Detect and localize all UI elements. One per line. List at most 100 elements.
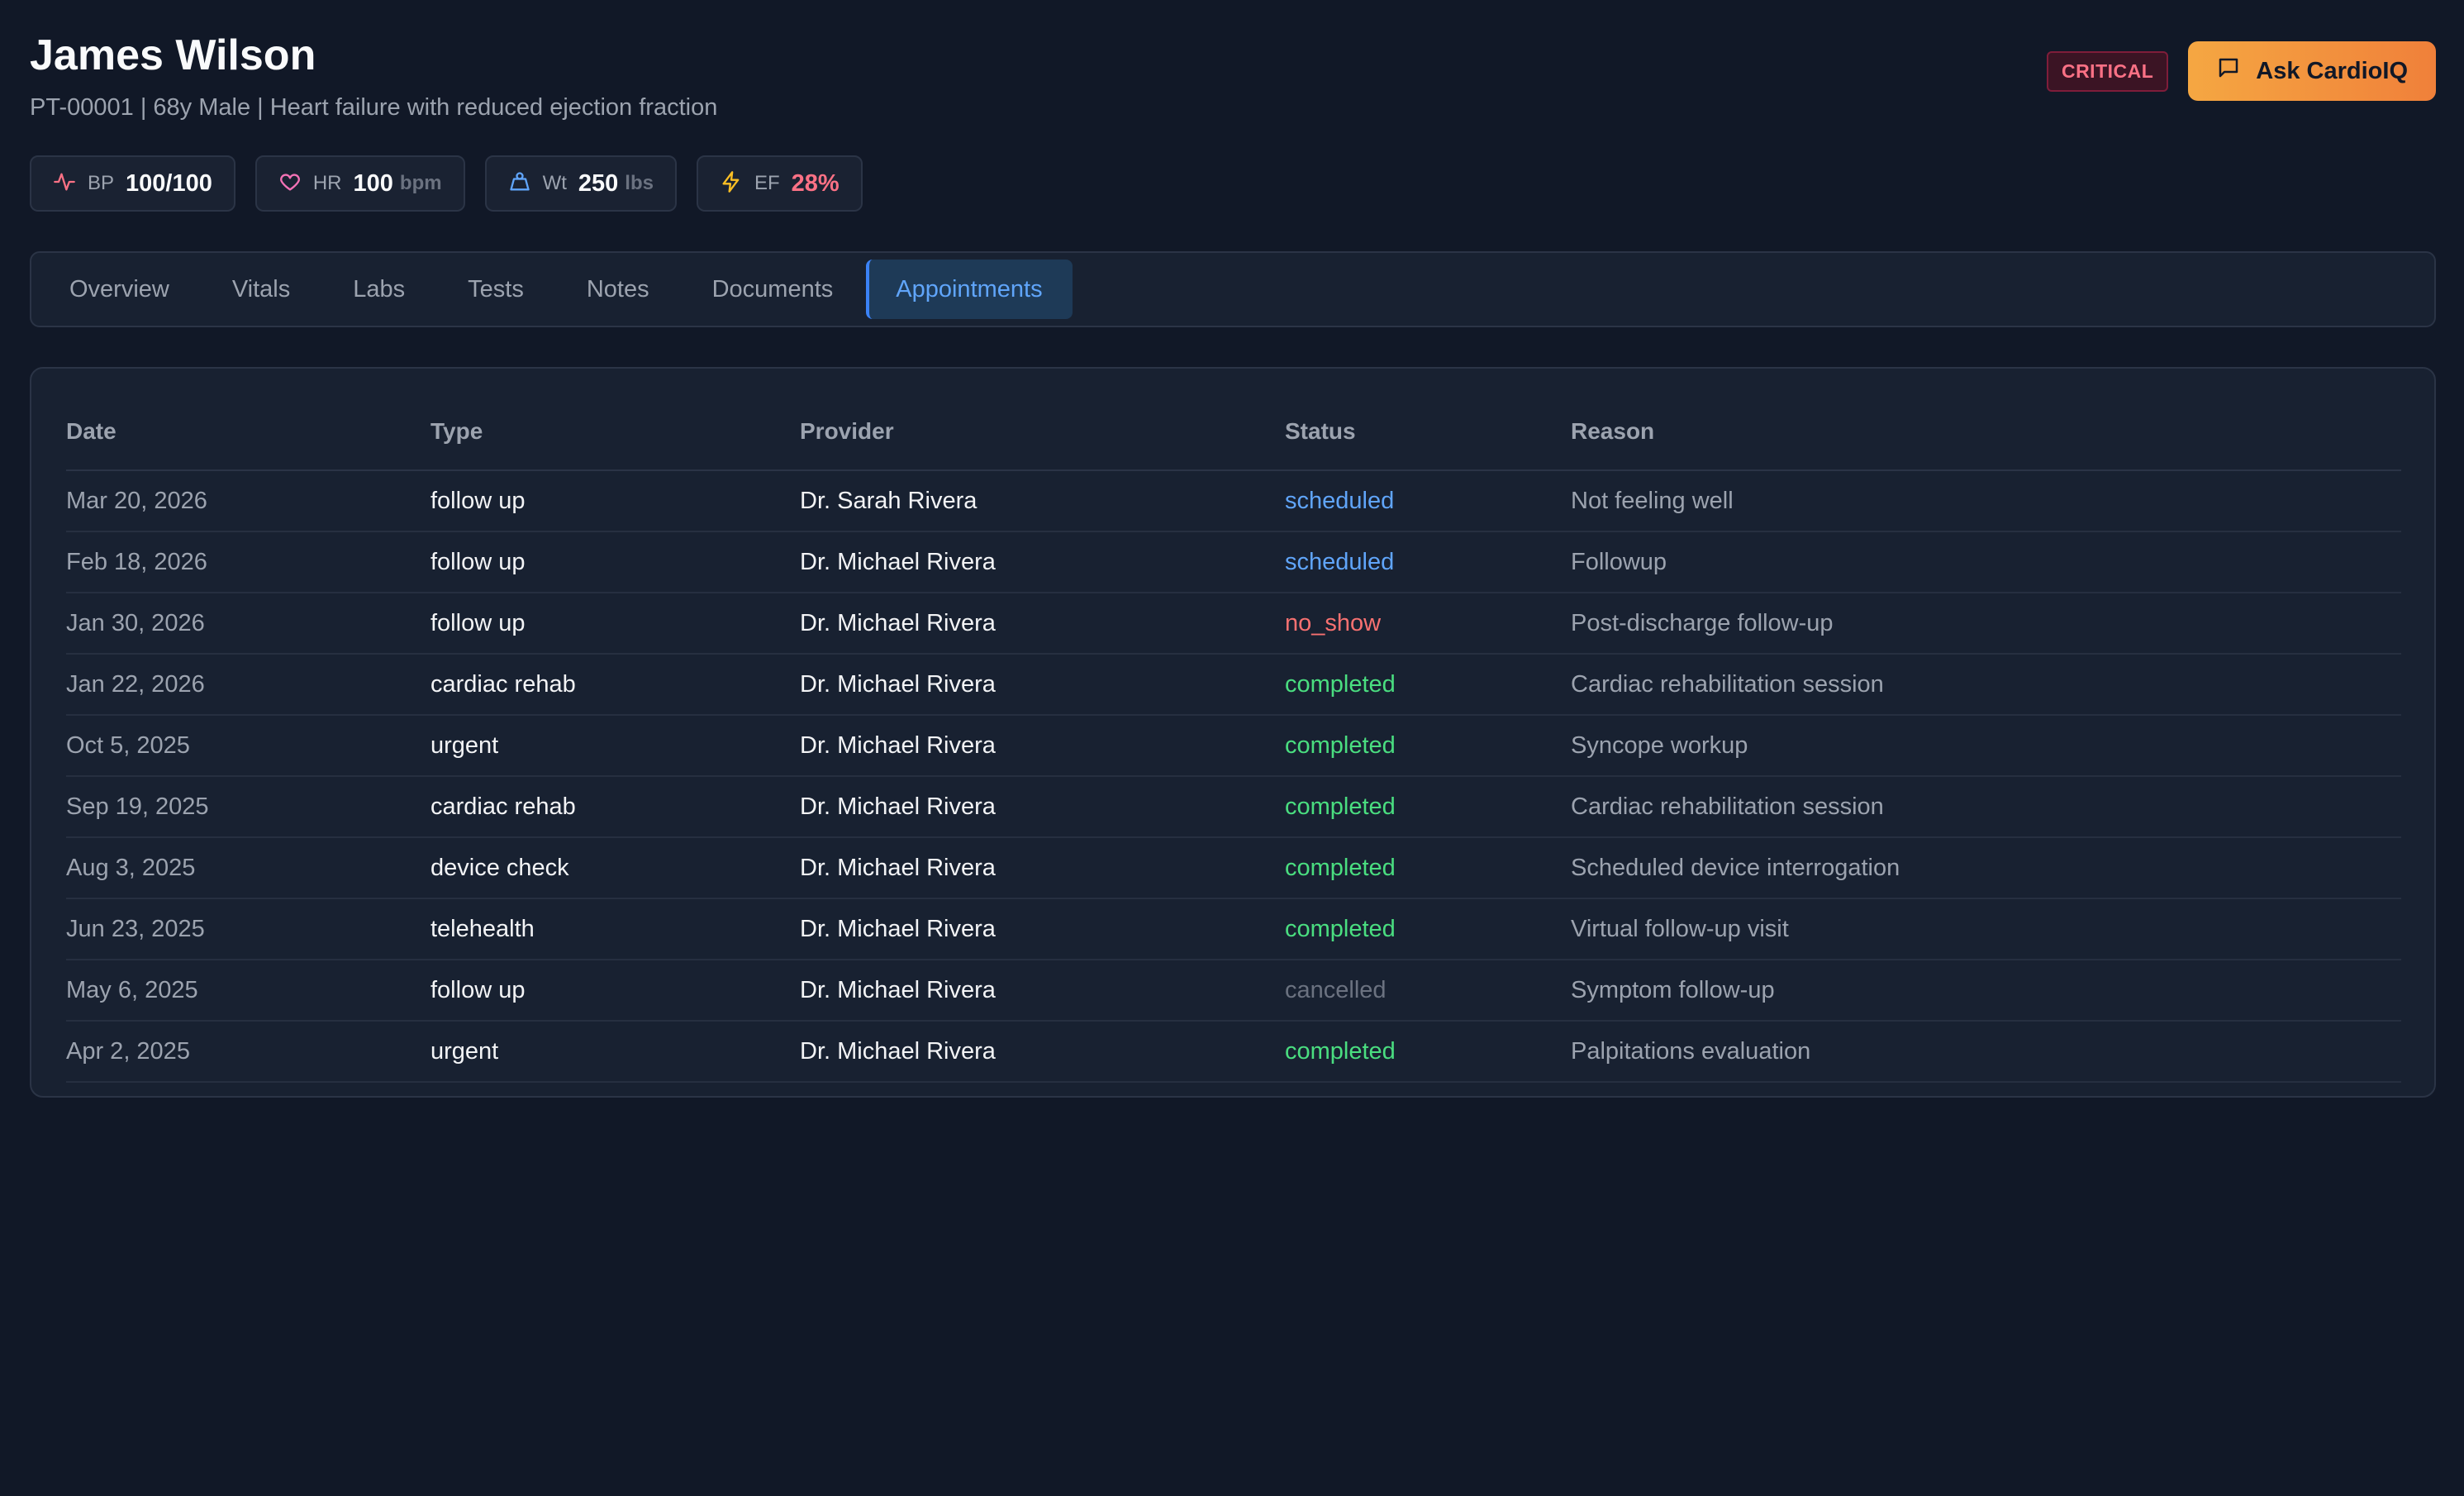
status-cell: completed (1285, 837, 1571, 899)
vital-label: HR (312, 172, 342, 194)
tab-bar: Overview Vitals Labs Tests Notes Documen… (30, 251, 2436, 327)
reason-cell: Post-discharge follow-up (1571, 593, 2401, 655)
type-cell: follow up (430, 531, 800, 593)
table-row[interactable]: Jan 22, 2026 cardiac rehab Dr. Michael Riv… (66, 654, 2401, 716)
status-text: completed (1285, 854, 1396, 881)
vital-unit: bpm (399, 172, 442, 194)
ask-cardioiq-button[interactable]: Ask CardioIQ (2188, 41, 2436, 101)
status-text: scheduled (1285, 487, 1395, 514)
table-row[interactable]: Apr 2, 2025 urgent Dr. Michael Rivera compl… (66, 1021, 2401, 1083)
table-row[interactable]: Jun 23, 2025 telehealth Dr. Michael Rivera… (66, 898, 2401, 960)
tab-overview[interactable]: Overview (69, 275, 169, 303)
reason-cell: Syncope workup (1571, 715, 2401, 777)
vital-label: EF (754, 172, 780, 194)
table-header-row: Date Type Provider Status Reason (66, 393, 2401, 471)
tab-labs[interactable]: Labs (353, 275, 406, 303)
status-text: completed (1285, 1037, 1396, 1065)
vital-label: Wt (542, 172, 567, 194)
table-row[interactable]: Oct 5, 2025 urgent Dr. Michael Rivera compl… (66, 715, 2401, 777)
date-cell: Feb 18, 2026 (66, 531, 430, 593)
status-cell: completed (1285, 715, 1571, 777)
reason-cell: Virtual follow-up visit (1571, 898, 2401, 960)
status-cell: completed (1285, 654, 1571, 716)
reason-cell: Cardiac rehabilitation session (1571, 776, 2401, 838)
patient-name: James Wilson (30, 31, 316, 79)
provider-cell: Dr. Sarah Rivera (800, 470, 1285, 532)
bolt-icon (720, 170, 743, 198)
type-cell: cardiac rehab (430, 776, 800, 838)
heart-icon (278, 170, 302, 198)
table-row[interactable]: May 6, 2025 follow up Dr. Michael Rivera ca… (66, 960, 2401, 1022)
vital-value: 100/100 (126, 169, 212, 197)
reason-cell: Scheduled device interrogation (1571, 837, 2401, 899)
table-row[interactable]: Sep 19, 2025 cardiac rehab Dr. Michael Riv… (66, 776, 2401, 838)
provider-cell: Dr. Michael Rivera (800, 1021, 1285, 1083)
column-header-date[interactable]: Date (66, 393, 430, 471)
reason-cell: Followup (1571, 531, 2401, 593)
reason-cell: Symptom follow-up (1571, 960, 2401, 1022)
patient-subtitle: PT-00001 | 68y Male | Heart failure with… (30, 94, 718, 121)
table-row[interactable]: Feb 18, 2026 follow up Dr. Michael Rivera s… (66, 531, 2401, 593)
tab-vitals[interactable]: Vitals (231, 275, 291, 303)
tab-tests[interactable]: Tests (468, 275, 524, 303)
appointments-body: Mar 20, 2026 follow up Dr. Sarah Rivera sch… (66, 470, 2401, 1083)
provider-cell: Dr. Michael Rivera (800, 654, 1285, 716)
column-header-reason[interactable]: Reason (1571, 393, 2401, 471)
column-header-provider[interactable]: Provider (800, 393, 1285, 471)
reason-cell: Cardiac rehabilitation session (1571, 654, 2401, 716)
column-header-status[interactable]: Status (1285, 393, 1571, 471)
table-row[interactable]: Jan 30, 2026 follow up Dr. Michael Rivera n… (66, 593, 2401, 655)
type-cell: device check (430, 837, 800, 899)
date-cell: Jun 23, 2025 (66, 898, 430, 960)
type-cell: urgent (430, 715, 800, 777)
header-actions: CRITICAL Ask CardioIQ (2046, 41, 2436, 101)
status-cell: scheduled (1285, 531, 1571, 593)
tab-appointments[interactable]: Appointments (866, 260, 1073, 319)
status-cell: cancelled (1285, 960, 1571, 1022)
status-cell: scheduled (1285, 470, 1571, 532)
type-cell: urgent (430, 1021, 800, 1083)
vital-value: 250 (578, 169, 619, 197)
date-cell: Aug 3, 2025 (66, 837, 430, 899)
tab-documents[interactable]: Documents (711, 275, 834, 303)
status-cell: no_show (1285, 593, 1571, 655)
table-row[interactable]: Aug 3, 2025 device check Dr. Michael River… (66, 837, 2401, 899)
vital-value: 100 (353, 169, 393, 197)
vital-hr: HR 100 bpm (254, 155, 465, 212)
chat-icon (2216, 55, 2241, 87)
patient-header: James Wilson PT-00001 | 68y Male | Heart… (30, 30, 717, 122)
status-text: completed (1285, 793, 1396, 820)
reason-cell: Palpitations evaluation (1571, 1021, 2401, 1083)
table-row[interactable]: Mar 20, 2026 follow up Dr. Sarah Rivera sch… (66, 470, 2401, 532)
type-cell: follow up (430, 593, 800, 655)
vital-unit: lbs (625, 172, 654, 194)
type-cell: follow up (430, 470, 800, 532)
provider-cell: Dr. Michael Rivera (800, 593, 1285, 655)
vital-bp: BP 100/100 (30, 155, 235, 212)
ask-cardioiq-label: Ask CardioIQ (2256, 57, 2408, 84)
date-cell: Jan 30, 2026 (66, 593, 430, 655)
vital-label: BP (88, 172, 115, 194)
status-cell: completed (1285, 898, 1571, 960)
type-cell: telehealth (430, 898, 800, 960)
reason-cell: Not feeling well (1571, 470, 2401, 532)
status-text: completed (1285, 670, 1396, 698)
status-cell: completed (1285, 776, 1571, 838)
date-cell: Sep 19, 2025 (66, 776, 430, 838)
type-cell: follow up (430, 960, 800, 1022)
provider-cell: Dr. Michael Rivera (800, 531, 1285, 593)
provider-cell: Dr. Michael Rivera (800, 715, 1285, 777)
tab-notes[interactable]: Notes (586, 275, 649, 303)
status-text: completed (1285, 915, 1396, 942)
status-text: no_show (1285, 609, 1382, 636)
date-cell: Jan 22, 2026 (66, 654, 430, 716)
date-cell: Mar 20, 2026 (66, 470, 430, 532)
status-badge: CRITICAL (2046, 50, 2169, 92)
status-cell: completed (1285, 1021, 1571, 1083)
date-cell: Oct 5, 2025 (66, 715, 430, 777)
column-header-type[interactable]: Type (430, 393, 800, 471)
vital-weight: Wt 250 lbs (484, 155, 677, 212)
provider-cell: Dr. Michael Rivera (800, 898, 1285, 960)
date-cell: Apr 2, 2025 (66, 1021, 430, 1083)
activity-icon (53, 170, 76, 198)
